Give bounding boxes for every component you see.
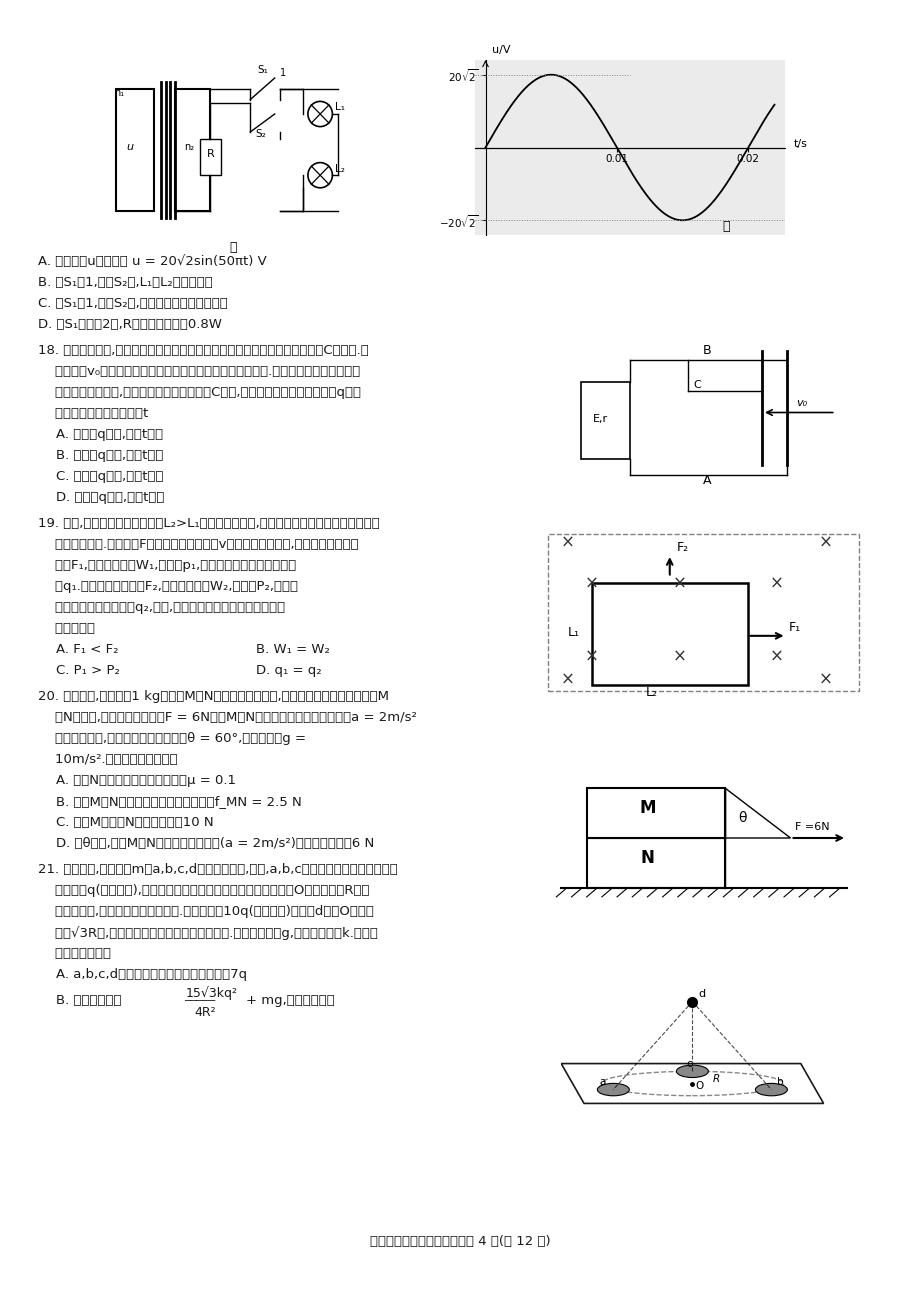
Text: ×: ×: [672, 574, 686, 592]
Text: B: B: [702, 344, 711, 357]
Text: 为q₁.第二次向前用力为F₂,拉力做的功为W₂,功率为P₂,通过线: 为q₁.第二次向前用力为F₂,拉力做的功为W₂,功率为P₂,通过线: [38, 579, 298, 592]
Text: 18. 如图所示电路,水平放置的平行板电容器的一个极板与滑动变阻器的滑动端C相连接.电: 18. 如图所示电路,水平放置的平行板电容器的一个极板与滑动变阻器的滑动端C相连…: [38, 344, 369, 357]
Text: L₂: L₂: [335, 164, 345, 173]
Text: ×: ×: [560, 534, 574, 552]
Text: L₂: L₂: [645, 686, 657, 699]
Text: 和N的右侧,在绳子的中点用力F = 6N拉动M和N一起沿水平面向右以加速度a = 2m/s²: 和N的右侧,在绳子的中点用力F = 6N拉动M和N一起沿水平面向右以加速度a =…: [38, 711, 416, 724]
Text: ×: ×: [584, 647, 598, 665]
Text: 圈的横截面的电荷量为q₂,那么,在两次拉动线圈的过程中下列说: 圈的横截面的电荷量为q₂,那么,在两次拉动线圈的过程中下列说: [38, 602, 285, 615]
Text: 法正确的是: 法正确的是: [38, 622, 95, 635]
Text: 速圆周运动,三个小球等分整个圆周.带电量值为10q(电性未知)的小球d位于O点的正: 速圆周运动,三个小球等分整个圆周.带电量值为10q(电性未知)的小球d位于O点的…: [38, 905, 373, 918]
Text: 19. 如图,一个单匝矩形线圈边长L₂>L₁放在水平桌面上,有一方向竖直向下的有界匀强磁场: 19. 如图,一个单匝矩形线圈边长L₂>L₁放在水平桌面上,有一方向竖直向下的有…: [38, 517, 380, 530]
Text: C. 木块M对木块N的压力大小为10 N: C. 木块M对木块N的压力大小为10 N: [56, 816, 213, 829]
Text: ─────: ─────: [184, 996, 215, 1006]
Text: ×: ×: [818, 534, 832, 552]
Text: C. P₁ > P₂: C. P₁ > P₂: [56, 664, 119, 677]
Text: B. 电荷量q不变,时间t增大: B. 电荷量q不变,时间t增大: [56, 449, 164, 462]
Text: R: R: [207, 150, 215, 159]
Text: A. F₁ < F₂: A. F₁ < F₂: [56, 643, 119, 656]
Circle shape: [754, 1083, 787, 1096]
Text: D. 电荷量q不变,时间t不变: D. 电荷量q不变,时间t不变: [56, 491, 165, 504]
Text: F =6N: F =6N: [794, 823, 829, 832]
Text: n₁: n₁: [115, 89, 125, 98]
Text: u: u: [126, 142, 133, 152]
Text: 垂直线圈平面.现用外力F将线圈以相等的速度v匀速拉出有界磁场,第一次水平向右用: 垂直线圈平面.现用外力F将线圈以相等的速度v匀速拉出有界磁场,第一次水平向右用: [38, 538, 358, 551]
Text: 子以速度v₀沿垂直于电场线方向射入并穿过平行板间的电场.在保证电子还能穿出平行: 子以速度v₀沿垂直于电场线方向射入并穿过平行板间的电场.在保证电子还能穿出平行: [38, 365, 360, 378]
Text: L₁: L₁: [567, 626, 579, 639]
Text: 板间电场的情况下,若使滑动变阻器的滑动端C上移,则由容器极板上所带电荷量q和电: 板间电场的情况下,若使滑动变阻器的滑动端C上移,则由容器极板上所带电荷量q和电: [38, 385, 360, 398]
Text: 15√3kq²: 15√3kq²: [186, 986, 238, 1000]
Text: N: N: [640, 849, 653, 867]
Text: θ: θ: [738, 811, 746, 825]
Text: C: C: [693, 380, 700, 389]
Text: 10m/s².则下列说法正确的是: 10m/s².则下列说法正确的是: [38, 753, 177, 766]
Text: v₀: v₀: [796, 398, 807, 409]
Bar: [591, 583, 747, 685]
Text: 子穿越平行板所需的时间t: 子穿越平行板所需的时间t: [38, 408, 148, 421]
Text: L₁: L₁: [335, 103, 345, 112]
Text: B. 木块M和N之间的最大静摩擦力可能是f_MN = 2.5 N: B. 木块M和N之间的最大静摩擦力可能是f_MN = 2.5 N: [56, 796, 301, 809]
Text: D. 若θ变小,拉动M、N一起作匀加速运动(a = 2m/s²)所需拉力应大于6 N: D. 若θ变小,拉动M、N一起作匀加速运动(a = 2m/s²)所需拉力应大于6…: [56, 837, 374, 850]
Text: D. 当S₁换接到2后,R消耗的电功率为0.8W: D. 当S₁换接到2后,R消耗的电功率为0.8W: [38, 318, 221, 331]
Text: 1: 1: [279, 68, 286, 78]
Text: 4R²: 4R²: [194, 1006, 215, 1019]
Text: C. 电荷量q增大,时间t减小: C. 电荷量q增大,时间t减小: [56, 470, 164, 483]
Polygon shape: [561, 1064, 823, 1103]
Text: F₂: F₂: [676, 542, 688, 555]
Text: ×: ×: [769, 574, 783, 592]
Text: M: M: [639, 799, 655, 818]
Text: S₂: S₂: [255, 129, 266, 139]
Bar: [175, 89, 210, 211]
Text: A. 电荷量q增大,时间t不变: A. 电荷量q增大,时间t不变: [56, 428, 163, 441]
Text: B. 当S₁接1,断开S₂时,L₁、L₂均正常发光: B. 当S₁接1,断开S₂时,L₁、L₂均正常发光: [38, 276, 212, 289]
Text: A. a,b,c,d四个小球带电量的总和可能为－7q: A. a,b,c,d四个小球带电量的总和可能为－7q: [56, 967, 247, 980]
Circle shape: [675, 1065, 708, 1078]
Text: 量值均为q(电性未知),且位于光滑绝缘的水平面内的同一圆周上绕O点做半径为R的匀: 量值均为q(电性未知),且位于光滑绝缘的水平面内的同一圆周上绕O点做半径为R的匀: [38, 884, 369, 897]
Text: c: c: [686, 1059, 692, 1069]
Text: 力为F₁,拉力做的功为W₁,功率为p₁,通过线圈的横截面的电荷量: 力为F₁,拉力做的功为W₁,功率为p₁,通过线圈的横截面的电荷量: [38, 559, 296, 572]
Text: F₁: F₁: [789, 621, 800, 634]
Text: a: a: [598, 1077, 605, 1087]
Text: B. W₁ = W₂: B. W₁ = W₂: [255, 643, 330, 656]
Text: ×: ×: [584, 574, 598, 592]
Text: d: d: [698, 990, 705, 999]
Bar: [586, 789, 725, 838]
Text: A. 输入电压u的表达式 u = 20√2sin(50πt) V: A. 输入电压u的表达式 u = 20√2sin(50πt) V: [38, 255, 267, 268]
Text: t/s: t/s: [793, 138, 807, 148]
Polygon shape: [725, 789, 789, 838]
Text: R: R: [711, 1074, 719, 1085]
Bar: [116, 89, 154, 211]
Text: ×: ×: [672, 647, 686, 665]
Text: B. 外力的大小为: B. 外力的大小为: [56, 993, 121, 1006]
Text: n₂: n₂: [184, 142, 194, 152]
Text: b: b: [777, 1077, 783, 1087]
Text: A. 木块N和地面之间的动摩擦因数μ = 0.1: A. 木块N和地面之间的动摩擦因数μ = 0.1: [56, 773, 236, 786]
Text: O: O: [695, 1081, 703, 1091]
Text: u/V: u/V: [492, 44, 510, 55]
Text: 高三三模考试理科综合试卷第 4 页(共 12 页): 高三三模考试理科综合试卷第 4 页(共 12 页): [369, 1236, 550, 1249]
Text: 说法中正确的是: 说法中正确的是: [38, 947, 111, 960]
Text: 乙: 乙: [721, 220, 729, 233]
Bar: [199, 139, 221, 176]
Text: D. q₁ = q₂: D. q₁ = q₂: [255, 664, 322, 677]
Bar: [586, 838, 725, 888]
Text: ×: ×: [818, 671, 832, 689]
Text: 21. 如图所示,质量均为m的a,b,c,d四个带电小球,其中,a,b,c三个完全相同的小球的带电: 21. 如图所示,质量均为m的a,b,c,d四个带电小球,其中,a,b,c三个完…: [38, 863, 397, 876]
Text: 20. 如图所示,质量均为1 kg的木块M和N叠放在水平地面上,用一根细线分别拴接在木块M: 20. 如图所示,质量均为1 kg的木块M和N叠放在水平地面上,用一根细线分别拴…: [38, 690, 389, 703]
Bar: [580, 381, 629, 460]
Text: ×: ×: [560, 671, 574, 689]
Text: 甲: 甲: [229, 241, 236, 254]
Text: S₁: S₁: [257, 65, 267, 74]
Text: 作匀加速运动,细线与竖直方向的夹角θ = 60°,重力加速度g =: 作匀加速运动,细线与竖直方向的夹角θ = 60°,重力加速度g =: [38, 732, 306, 745]
Text: ×: ×: [769, 647, 783, 665]
Text: C. 当S₁接1,断开S₂时,原线圈的输入功率将增大: C. 当S₁接1,断开S₂时,原线圈的输入功率将增大: [38, 297, 228, 310]
Circle shape: [596, 1083, 629, 1096]
Text: + mg,方向竖直向上: + mg,方向竖直向上: [245, 993, 335, 1006]
Text: E,r: E,r: [592, 414, 607, 423]
Text: 上方√3R处,且在外力作用下恰好处于静止状态.重力加速度为g,静电力常量为k.则下列: 上方√3R处,且在外力作用下恰好处于静止状态.重力加速度为g,静电力常量为k.则…: [38, 926, 378, 940]
Text: A: A: [702, 474, 711, 487]
